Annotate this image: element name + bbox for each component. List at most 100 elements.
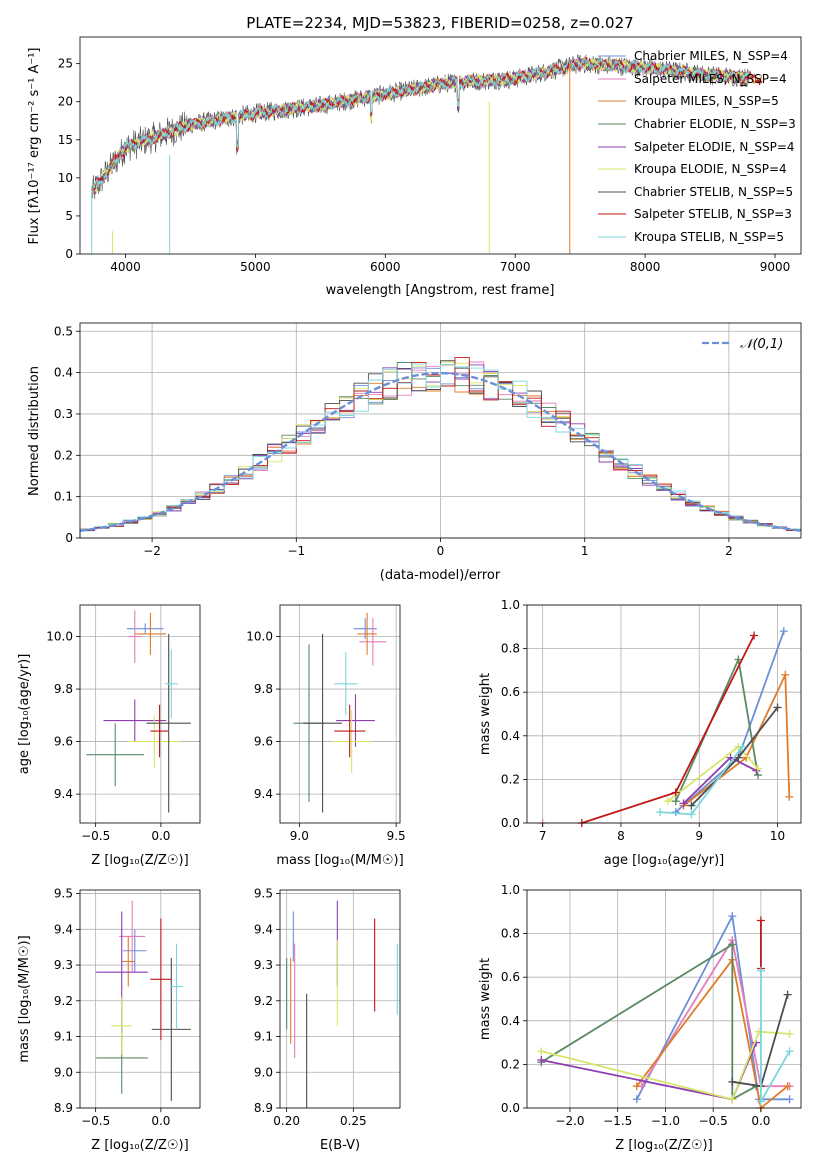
weight-series bbox=[756, 966, 794, 1106]
weight-age-ylabel: mass weight bbox=[478, 673, 493, 755]
weight-marker bbox=[728, 940, 737, 949]
y-tick-label: 0.8 bbox=[501, 927, 520, 941]
weight-series bbox=[656, 742, 747, 819]
x-tick-label: −1.0 bbox=[651, 1114, 680, 1128]
legend-entry: Kroupa STELIB, N_SSP=5 bbox=[598, 230, 784, 244]
y-tick-label: 0.6 bbox=[501, 685, 520, 699]
mass-Z-axes-frame bbox=[79, 889, 201, 1109]
y-tick-label: 10.0 bbox=[246, 630, 273, 644]
weight-age-xlabel: age [log₁₀(age/yr)] bbox=[604, 853, 725, 868]
errorbar-point bbox=[336, 694, 375, 747]
weight-age-axes-frame bbox=[526, 604, 802, 824]
y-tick-label: 9.0 bbox=[54, 1065, 73, 1079]
spectrum-axes-frame bbox=[79, 36, 802, 255]
weight-marker bbox=[687, 801, 696, 810]
x-tick-label: 8 bbox=[617, 829, 625, 843]
y-tick-label: 1.0 bbox=[501, 598, 520, 612]
age-Z-ylabel: age [log₁₀(age/yr)] bbox=[17, 654, 32, 775]
y-tick-label: 15 bbox=[58, 133, 73, 147]
errorbar-point bbox=[146, 633, 191, 813]
weight-series bbox=[537, 1027, 794, 1104]
y-tick-label: 9.1 bbox=[254, 1030, 273, 1044]
y-tick-label: 0.1 bbox=[54, 490, 73, 504]
weight-marker bbox=[734, 753, 743, 762]
y-tick-label: 10.0 bbox=[46, 630, 73, 644]
x-tick-label: 8000 bbox=[630, 260, 661, 274]
age-vs-Z-panel: −0.5 0.0 9.4 9.6 9.8 10.0 Z [log₁₀(Z/Z☉)] age… bbox=[17, 604, 201, 868]
y-tick-label: 9.2 bbox=[254, 994, 273, 1008]
x-tick-label: 0.0 bbox=[151, 829, 170, 843]
errorbar-point bbox=[103, 699, 167, 742]
weight-marker bbox=[785, 1047, 794, 1056]
weight-marker bbox=[773, 703, 782, 712]
errorbar-point bbox=[359, 618, 387, 666]
y-tick-label: 0.3 bbox=[54, 407, 73, 421]
y-tick-label: 0.6 bbox=[501, 970, 520, 984]
svg-text:Kroupa ELODIE, N_SSP=4: Kroupa ELODIE, N_SSP=4 bbox=[634, 162, 787, 176]
spectrum-series bbox=[91, 58, 750, 194]
weight-marker bbox=[753, 764, 762, 773]
weight-line bbox=[541, 1030, 790, 1101]
weight-marker bbox=[728, 1095, 737, 1104]
errorbar-point bbox=[123, 929, 147, 973]
weight-marker bbox=[781, 670, 790, 679]
y-tick-label: 0.2 bbox=[501, 1057, 520, 1071]
x-tick-label: 4000 bbox=[110, 260, 141, 274]
errorbar-point bbox=[332, 710, 371, 774]
age-Z-xlabel: Z [log₁₀(Z/Z☉)] bbox=[91, 853, 188, 868]
errorbar-point bbox=[303, 633, 342, 813]
weight-series bbox=[679, 753, 761, 808]
weight-marker bbox=[632, 1095, 641, 1104]
weight-marker bbox=[728, 912, 737, 921]
errorbar-point bbox=[170, 943, 184, 1030]
x-tick-label: 2 bbox=[725, 544, 733, 558]
errorbar-point bbox=[121, 936, 135, 987]
weight-line bbox=[540, 942, 757, 1101]
residuals-xlabel: (data-model)/error bbox=[380, 568, 501, 583]
y-tick-label: 9.5 bbox=[54, 887, 73, 901]
errorbar-point bbox=[150, 918, 172, 1041]
residuals-legend: 𝒩(0,1) bbox=[702, 337, 783, 352]
x-tick-label: −0.5 bbox=[81, 1114, 110, 1128]
weight-line bbox=[636, 957, 789, 1110]
x-tick-label: −1 bbox=[287, 544, 305, 558]
legend-entry: Chabrier STELIB, N_SSP=5 bbox=[598, 185, 793, 199]
errorbar-point bbox=[134, 612, 167, 655]
weight-marker bbox=[783, 990, 792, 999]
y-tick-label: 0.0 bbox=[501, 816, 520, 830]
residual-histogram bbox=[79, 363, 801, 538]
errorbar-point bbox=[151, 957, 191, 1101]
weight-marker bbox=[679, 799, 688, 808]
weight-marker bbox=[785, 1095, 794, 1104]
legend-entry: Chabrier ELODIE, N_SSP=3 bbox=[598, 117, 796, 131]
errorbar-point bbox=[334, 652, 358, 716]
svg-text:Salpeter MILES, N_SSP=4: Salpeter MILES, N_SSP=4 bbox=[634, 72, 787, 86]
y-tick-label: 8.9 bbox=[54, 1101, 73, 1115]
y-tick-label: 0.2 bbox=[501, 772, 520, 786]
errorbar-point bbox=[334, 704, 366, 758]
weight-marker bbox=[537, 1047, 546, 1056]
spectrum-xlabel: wavelength [Angstrom, rest frame] bbox=[326, 283, 555, 298]
y-tick-label: 9.5 bbox=[254, 887, 273, 901]
y-tick-label: 0.4 bbox=[501, 729, 520, 743]
x-tick-label: 9000 bbox=[760, 260, 791, 274]
y-tick-label: 5 bbox=[65, 209, 73, 223]
legend-entry: Salpeter ELODIE, N_SSP=4 bbox=[598, 140, 795, 154]
y-tick-label: 0.0 bbox=[501, 1101, 520, 1115]
errorbar-point bbox=[128, 610, 142, 663]
errorbar-point bbox=[111, 997, 133, 1055]
weight-vs-Z-panel: −2.0 −1.5 −1.0 −0.5 0.0 0.0 0.2 0.4 0.6 0.8 1.0 Z … bbox=[478, 883, 802, 1153]
legend-entry: Chabrier MILES, N_SSP=4 bbox=[598, 49, 788, 63]
y-tick-label: 9.6 bbox=[254, 735, 273, 749]
y-tick-label: 9.3 bbox=[54, 958, 73, 972]
svg-text:Kroupa MILES, N_SSP=5: Kroupa MILES, N_SSP=5 bbox=[634, 94, 779, 108]
residuals-panel: −2 −1 0 1 2 0 0.1 0.2 0.3 0.4 0.5 (data-model)/err… bbox=[27, 322, 802, 583]
errorbar-point bbox=[150, 704, 169, 758]
weight-line bbox=[640, 937, 790, 1088]
errorbar-point bbox=[86, 723, 144, 787]
errorbar-point bbox=[128, 715, 181, 768]
y-tick-label: 0 bbox=[65, 531, 73, 545]
svg-text:Salpeter ELODIE, N_SSP=4: Salpeter ELODIE, N_SSP=4 bbox=[634, 140, 795, 154]
